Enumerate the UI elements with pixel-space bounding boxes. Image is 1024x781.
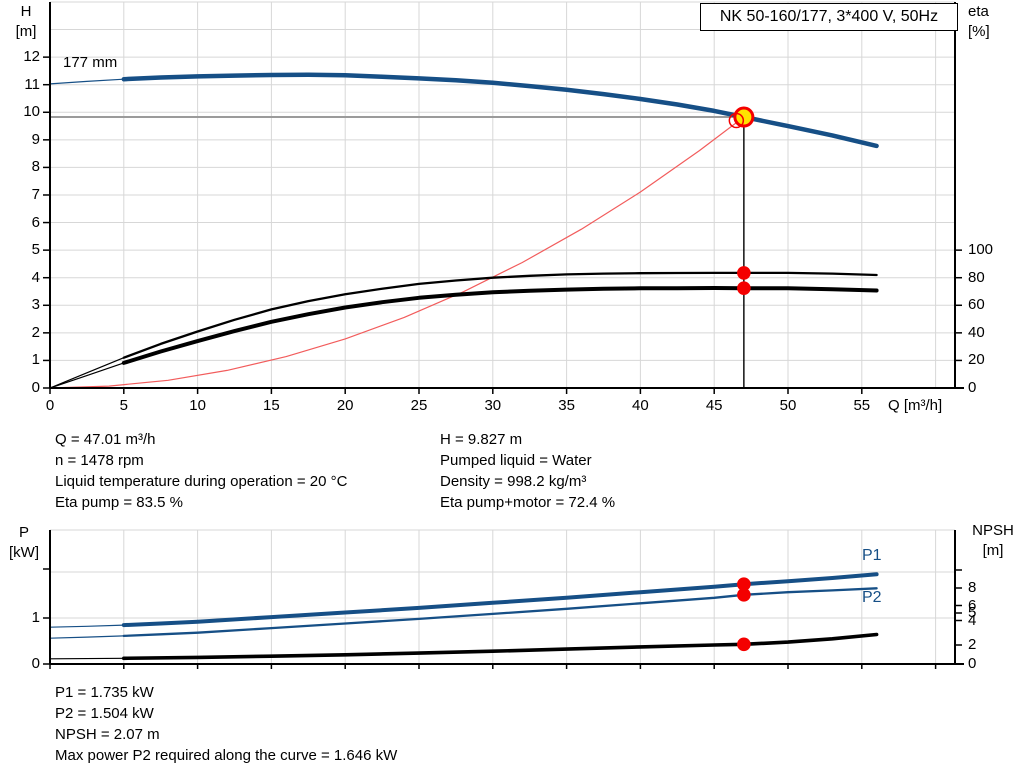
q-tick-label: 25 — [410, 397, 428, 414]
eta-axis-unit-line2: [%] — [968, 23, 990, 40]
npsh-axis-unit-line2: [m] — [982, 542, 1004, 559]
h-axis-unit-line1: H — [20, 3, 32, 20]
h-tick-label: 2 — [31, 323, 40, 341]
q-tick-label: 0 — [45, 397, 55, 414]
p2-curve-thin — [49, 635, 125, 639]
info-npsh: NPSH = 2.07 m — [55, 726, 160, 743]
q-tick-label: 20 — [336, 397, 354, 414]
p2-curve-label: P2 — [862, 589, 882, 606]
q-tick-label: 55 — [853, 397, 871, 414]
q-tick-label: 5 — [119, 397, 128, 414]
h-tick-label: 10 — [23, 103, 40, 121]
q-tick-label: 15 — [263, 397, 280, 414]
duty-point-marker — [733, 106, 755, 128]
eta-tick-label: 0 — [968, 379, 977, 396]
h-tick-label: 12 — [23, 48, 40, 66]
h-tick-label: 0 — [31, 379, 40, 396]
h-tick-label: 3 — [31, 296, 40, 314]
qh-curve-thin — [49, 78, 125, 85]
h-tick-label: 9 — [31, 130, 40, 148]
info-eta-pump-motor: Eta pump+motor = 72.4 % — [440, 494, 616, 511]
q-axis-label: Q [m³/h] — [888, 397, 943, 414]
eta-tick-label: 20 — [968, 351, 985, 369]
p-axis-unit-line1: P — [18, 524, 29, 541]
p-tick-label: 1 — [31, 609, 40, 626]
eta-tick-label: 80 — [968, 268, 985, 286]
npsh-tick-label: 2 — [968, 636, 977, 653]
npsh-tick-label: 5 — [968, 604, 977, 621]
q-tick-label: 10 — [189, 397, 206, 414]
npsh-tick-label: 0 — [968, 655, 977, 672]
p1-curve-thin — [49, 624, 125, 628]
duty-red-dot — [737, 281, 751, 295]
info-speed: n = 1478 rpm — [55, 452, 144, 469]
q-tick-label: 50 — [779, 397, 797, 414]
eta-tick-label: 40 — [968, 323, 985, 341]
info-head: H = 9.827 m — [440, 431, 523, 448]
npsh-curve — [122, 632, 879, 661]
eta-tick-label: 100 — [968, 241, 994, 259]
h-axis-unit-line2: [m] — [15, 23, 37, 40]
duty-ring-marker — [728, 112, 745, 129]
eta-tick-label: 60 — [968, 296, 985, 314]
h-tick-label: 1 — [31, 351, 40, 369]
info-density: Density = 998.2 kg/m³ — [440, 473, 587, 490]
p1-curve-label: P1 — [862, 547, 882, 564]
npsh-tick-label: 8 — [968, 579, 977, 596]
speed-parabola-curve — [49, 116, 745, 389]
duty-red-dot — [737, 588, 751, 602]
p-axis-unit-line2: [kW] — [9, 544, 39, 561]
info-p2: P2 = 1.504 kW — [55, 705, 154, 722]
duty-red-dot — [737, 577, 751, 591]
eta-pump-motor-curve — [121, 286, 879, 365]
duty-red-dot — [737, 637, 751, 652]
info-liquid-temp: Liquid temperature during operation = 20… — [55, 473, 348, 490]
info-flow: Q = 47.01 m³/h — [55, 431, 156, 448]
h-tick-label: 8 — [31, 158, 40, 176]
h-tick-label: 11 — [24, 75, 40, 93]
eta-pump-motor-curve-thin — [49, 362, 125, 389]
npsh-tick-label: 6 — [968, 596, 977, 614]
impeller-diameter-label: 177 mm — [63, 54, 118, 71]
h-tick-label: 5 — [31, 241, 40, 259]
pump-title-box: NK 50-160/177, 3*400 V, 50Hz — [700, 3, 958, 31]
info-eta-pump: Eta pump = 83.5 % — [55, 494, 183, 511]
p-tick-label: 0 — [31, 655, 40, 672]
q-tick-label: 30 — [484, 397, 502, 414]
info-max-power: Max power P2 required along the curve = … — [55, 747, 398, 764]
q-tick-label: 40 — [632, 397, 649, 414]
qh-curve — [121, 72, 879, 149]
h-tick-label: 6 — [31, 213, 40, 231]
npsh-axis-unit-line1: NPSH — [972, 522, 1014, 539]
p2-curve — [122, 587, 878, 638]
duty-red-dot — [737, 266, 751, 280]
info-pumped-liquid: Pumped liquid = Water — [440, 452, 592, 469]
h-tick-label: 7 — [31, 185, 40, 203]
npsh-tick-label: 4 — [968, 611, 977, 629]
eta-pump-curve — [122, 271, 878, 359]
eta-axis-unit-line1: eta — [968, 3, 989, 20]
info-p1: P1 = 1.735 kW — [55, 684, 154, 701]
q-tick-label: 45 — [705, 397, 723, 414]
h-tick-label: 4 — [31, 268, 40, 286]
p1-curve — [121, 572, 879, 628]
q-tick-label: 35 — [558, 397, 575, 414]
npsh-curve-thin — [49, 657, 125, 660]
eta-pump-curve-thin — [49, 357, 125, 389]
